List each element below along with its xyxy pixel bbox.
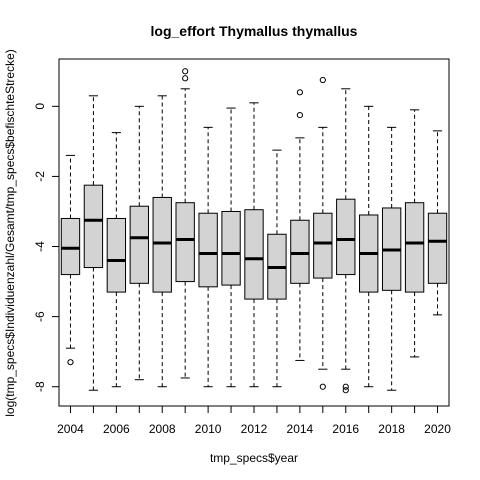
box-2017 xyxy=(359,105,379,388)
box-2020 xyxy=(427,130,448,316)
chart-title: log_effort Thymallus thymallus xyxy=(151,23,358,39)
boxes xyxy=(60,68,448,394)
outlier-point xyxy=(319,383,326,390)
box-2006 xyxy=(106,132,127,388)
box-body xyxy=(313,212,333,279)
outlier-point xyxy=(296,111,303,119)
x-tick-label: 2006 xyxy=(103,422,130,436)
box-2007 xyxy=(129,105,149,381)
box-body xyxy=(152,196,172,293)
box-body xyxy=(244,209,264,300)
x-axis-label: tmp_specs$year xyxy=(210,451,298,465)
y-axis-label: log(tmp_specs$Individuenzahl/Gesamt/tmp_… xyxy=(3,49,17,417)
outlier-point xyxy=(342,383,349,390)
y-tick-label: -2 xyxy=(33,171,47,182)
y-tick-label: 0 xyxy=(33,103,47,110)
box-2004 xyxy=(60,154,81,366)
box-body xyxy=(221,210,241,286)
y-tick-label: -6 xyxy=(33,311,47,322)
box-body xyxy=(129,205,149,284)
outlier-point xyxy=(67,359,74,366)
x-tick-label: 2004 xyxy=(57,422,84,436)
box-body xyxy=(336,198,356,276)
box-2012 xyxy=(244,102,264,388)
box-body xyxy=(83,184,104,269)
x-tick-label: 2010 xyxy=(195,422,222,436)
box-2018 xyxy=(381,126,402,391)
box-body xyxy=(60,217,81,276)
box-body xyxy=(427,212,448,284)
box-2015 xyxy=(313,76,333,390)
x-axis: 2004 2006 2008 2010 2012 2014 2016 2018 2020 xyxy=(57,405,451,436)
box-body xyxy=(175,202,195,283)
box-body xyxy=(290,219,310,284)
box-2013 xyxy=(267,149,287,388)
outlier-point xyxy=(319,76,326,84)
x-tick-label: 2008 xyxy=(149,422,176,436)
outlier-point xyxy=(182,75,189,82)
x-tick-label: 2018 xyxy=(378,422,405,436)
box-2005 xyxy=(83,95,104,391)
box-body xyxy=(404,202,425,293)
y-tick-label: -8 xyxy=(33,381,47,392)
box-2008 xyxy=(152,95,172,388)
x-tick-label: 2014 xyxy=(287,422,314,436)
outlier-point xyxy=(296,89,303,96)
box-body xyxy=(198,212,218,288)
box-2011 xyxy=(221,107,241,388)
box-2019 xyxy=(404,109,425,358)
box-body xyxy=(106,217,127,293)
outlier-point xyxy=(182,68,189,75)
box-2014 xyxy=(290,89,310,361)
x-tick-label: 2012 xyxy=(241,422,268,436)
y-tick-label: -4 xyxy=(33,241,47,252)
y-axis: -8 -6 -4 -2 0 xyxy=(33,103,60,392)
box-2010 xyxy=(198,126,218,388)
box-2009 xyxy=(175,68,195,379)
x-tick-label: 2020 xyxy=(424,422,451,436)
outlier-point xyxy=(342,387,349,394)
box-2016 xyxy=(336,88,356,394)
x-tick-label: 2016 xyxy=(332,422,359,436)
